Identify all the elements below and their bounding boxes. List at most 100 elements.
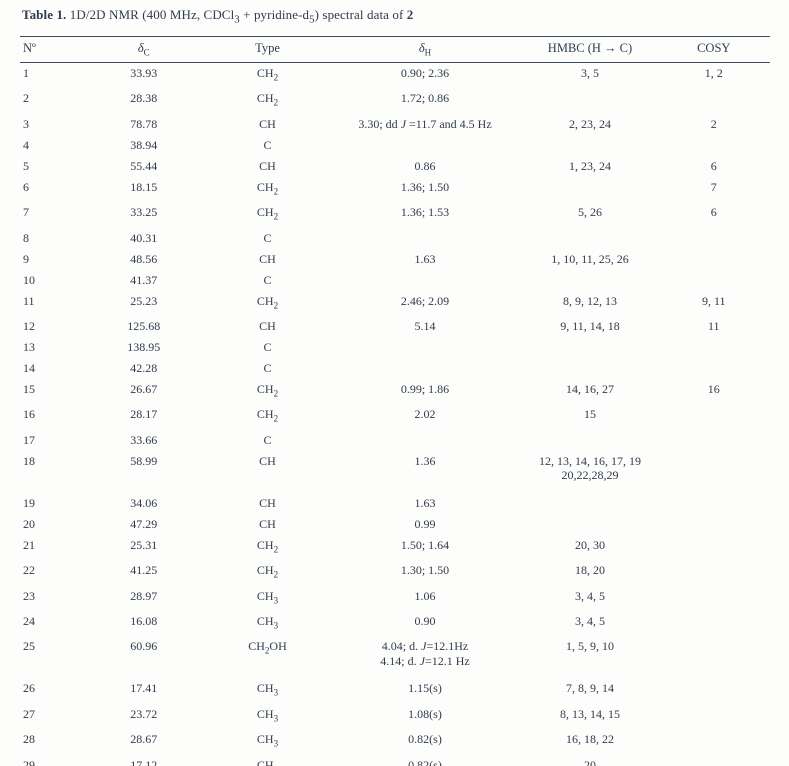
cell-no: 7	[23, 205, 29, 220]
table-caption-label: Table 1.	[22, 7, 67, 22]
cell-dh	[328, 270, 523, 291]
table-row: 10 41.37 C	[20, 270, 770, 291]
cell-type: C	[263, 361, 272, 376]
table-row: 24 16.08 CH3 0.90 3, 4, 5	[20, 611, 770, 636]
cell-hmbc: 5, 26	[578, 205, 602, 220]
cell-dc: 48.56	[130, 251, 158, 266]
cell-cosy: 1, 2	[704, 66, 723, 81]
cell-type: CH2	[256, 66, 279, 83]
cell-dh: 1.63	[414, 251, 436, 266]
cell-dh: 1.06	[414, 588, 436, 603]
cell-hmbc	[523, 514, 658, 535]
cell-type: C	[263, 432, 272, 447]
table-row: 2 28.38 CH2 1.72; 0.86	[20, 88, 770, 113]
cell-no: 2	[23, 91, 29, 106]
cell-no: 20	[23, 516, 35, 531]
table-body: 1 33.93 CH2 0.90; 2.36 3, 5 1, 2 2 28.38 CH2 1.72…	[20, 63, 770, 766]
table-row: 12 125.68 CH 5.14 9, 11, 14, 18 11	[20, 316, 770, 337]
cell-no: 9	[23, 251, 29, 266]
cell-dc: 60.96	[130, 639, 158, 654]
cell-dh	[328, 430, 523, 451]
cell-dh	[328, 228, 523, 249]
cell-dc: 34.06	[130, 495, 158, 510]
cell-hmbc	[523, 228, 658, 249]
cell-cosy	[658, 404, 771, 429]
cell-cosy	[658, 337, 771, 358]
cell-dh: 4.04; d. J=12.1Hz 4.14; d. J=12.1 Hz	[380, 639, 470, 668]
cell-dc: 28.67	[130, 732, 158, 747]
cell-type: CH3	[256, 732, 279, 749]
cell-no: 11	[23, 293, 35, 308]
cell-dc: 17.12	[130, 757, 158, 766]
column-header-type: Type	[207, 35, 328, 64]
cell-no: 12	[23, 319, 35, 334]
cell-dh: 0.86	[414, 158, 436, 173]
column-header-cosy: COSY	[657, 35, 770, 64]
cell-type: CH2	[256, 382, 279, 399]
cell-no: 5	[23, 158, 29, 173]
table-row: 14 42.28 C	[20, 358, 770, 379]
cell-no: 28	[23, 732, 35, 747]
cell-hmbc: 3, 5	[581, 66, 599, 81]
table-row: 8 40.31 C	[20, 228, 770, 249]
table-row: 9 48.56 CH 1.63 1, 10, 11, 25, 26	[20, 249, 770, 270]
cell-type: CH3	[256, 614, 279, 631]
cell-no: 13	[23, 340, 35, 355]
table-caption-compound: 2	[406, 7, 414, 22]
cell-dc: 18.15	[130, 179, 158, 194]
cell-hmbc: 3, 4, 5	[575, 588, 605, 603]
cell-dh: 1.30; 1.50	[400, 563, 450, 578]
cell-dh: 1.15(s)	[408, 681, 442, 696]
table-row: 6 18.15 CH2 1.36; 1.50 7	[20, 177, 770, 202]
cell-dc: 33.25	[130, 205, 158, 220]
cell-cosy: 2	[710, 116, 717, 131]
cell-dh: 1.50; 1.64	[400, 537, 450, 552]
cell-dc: 47.29	[130, 516, 158, 531]
header-row: Nº δC Type δH HMBC (H → C) COSY	[20, 35, 770, 64]
cell-no: 17	[23, 432, 35, 447]
cell-cosy	[658, 678, 771, 703]
cell-cosy	[658, 535, 771, 560]
cell-cosy	[658, 135, 771, 156]
cell-type: C	[263, 340, 272, 355]
cell-cosy	[658, 729, 771, 754]
cell-cosy: 16	[707, 382, 720, 397]
nmr-data-table: Nº δC Type δH HMBC (H → C) COSY 1 33.93 CH…	[20, 35, 770, 766]
cell-type: CH3	[256, 757, 278, 766]
table-row: 3 78.78 CH 3.30; dd J =11.7 and 4.5 Hz 2, 23…	[20, 114, 770, 135]
cell-dh: 0.99; 1.86	[400, 382, 450, 397]
cell-dc: 40.31	[130, 230, 158, 245]
cell-cosy	[658, 560, 771, 585]
cell-dc: 38.94	[130, 137, 158, 152]
table-row: 22 41.25 CH2 1.30; 1.50 18, 20	[20, 560, 770, 585]
cell-no: 26	[23, 681, 35, 696]
cell-type: CH3	[256, 588, 279, 605]
cell-hmbc: 1, 5, 9, 10	[566, 639, 614, 654]
cell-hmbc: 12, 13, 14, 16, 17, 19 20,22,28,29	[539, 453, 641, 483]
cell-no: 24	[23, 614, 35, 628]
cell-dh: 3.30; dd J =11.7 and 4.5 Hz	[358, 116, 492, 131]
cell-hmbc: 7, 8, 9, 14	[566, 681, 614, 696]
cell-dc: 58.99	[130, 453, 158, 468]
table-row: 23 28.97 CH3 1.06 3, 4, 5	[20, 586, 770, 611]
cell-cosy	[658, 514, 771, 535]
cell-no: 16	[23, 407, 35, 422]
table-row: 29 17.12 CH3 0.82(s) 20	[20, 755, 770, 766]
cell-dh: 1.36	[414, 453, 436, 468]
cell-type: CH	[259, 116, 276, 131]
cell-cosy	[658, 88, 771, 113]
table-row: 5 55.44 CH 0.86 1, 23, 24 6	[20, 156, 770, 177]
cell-hmbc	[523, 177, 658, 202]
cell-no: 6	[23, 179, 29, 194]
cell-type: CH	[259, 319, 276, 334]
cell-hmbc: 8, 9, 12, 13	[563, 293, 617, 308]
cell-dc: 42.28	[130, 361, 158, 376]
cell-cosy: 7	[710, 179, 717, 194]
column-header-no: Nº	[20, 35, 80, 64]
cell-dc: 16.08	[130, 614, 158, 628]
cell-dh	[328, 135, 523, 156]
table-row: 21 25.31 CH2 1.50; 1.64 20, 30	[20, 535, 770, 560]
cell-hmbc: 20, 30	[575, 537, 605, 552]
cell-no: 22	[23, 563, 35, 578]
